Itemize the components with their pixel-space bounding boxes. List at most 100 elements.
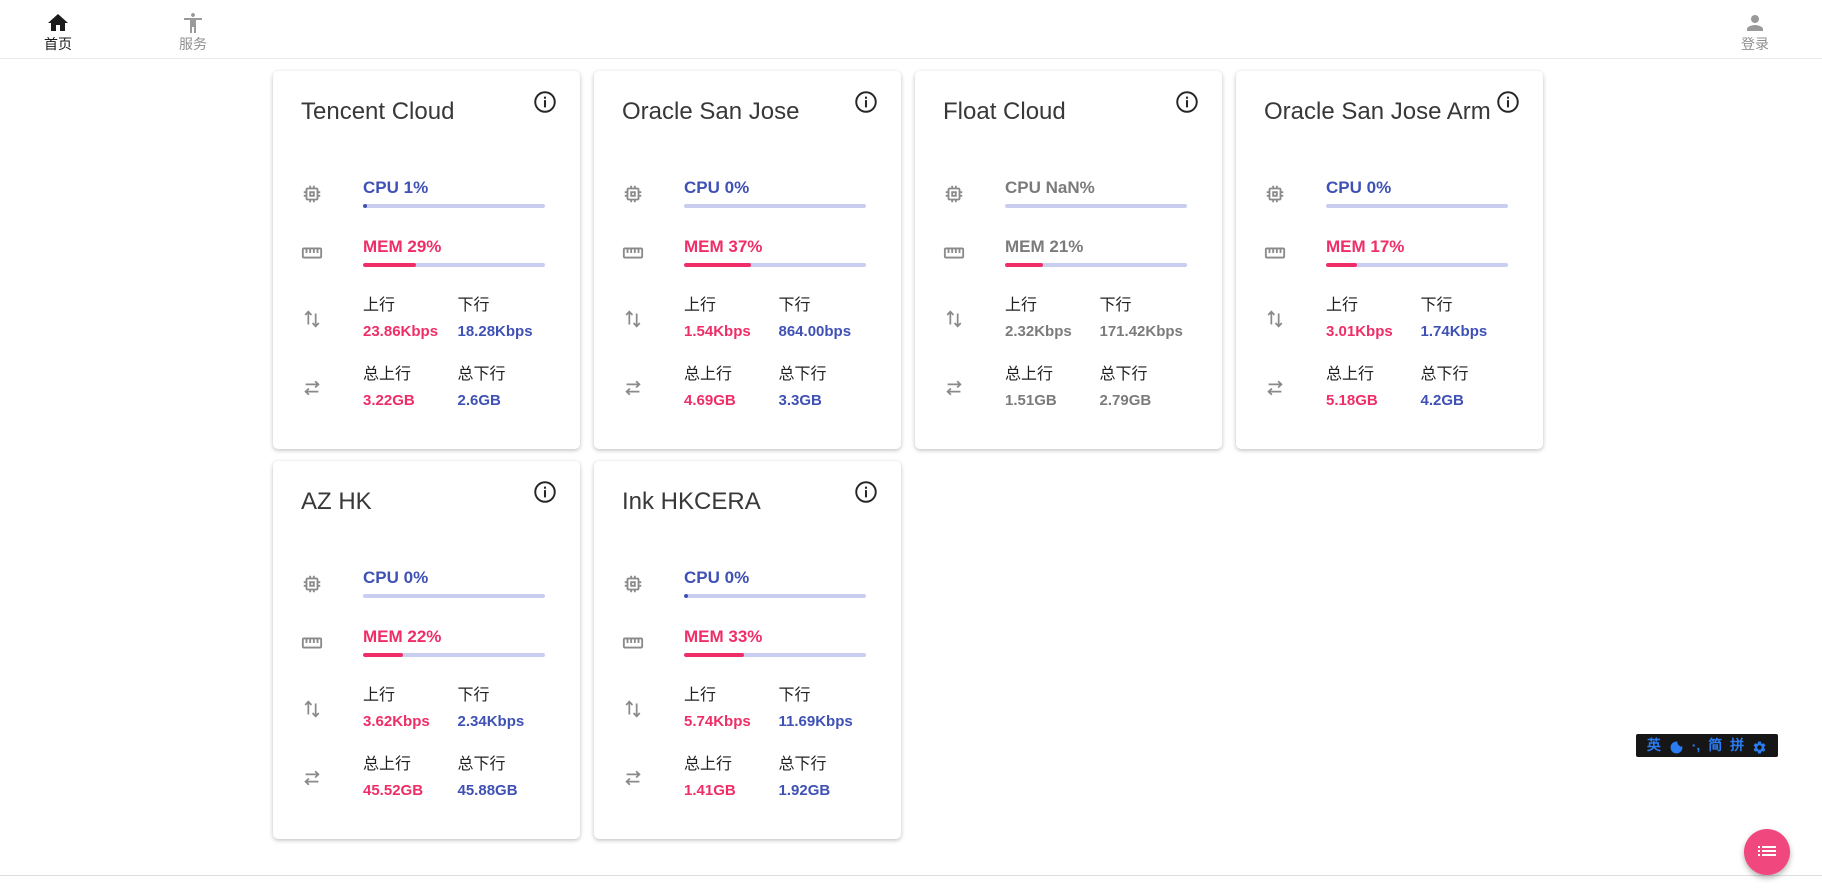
nav-left: 首页 服务	[0, 7, 221, 52]
ime-pinyin-toggle[interactable]: 拼	[1730, 737, 1745, 753]
upload-label: 上行	[684, 297, 717, 314]
total-upload-label: 总上行	[1005, 366, 1054, 383]
nav-tab-login[interactable]: 登录	[1727, 7, 1783, 52]
speed-row: 上行 3.01Kbps 下行 1.74Kbps	[1264, 297, 1515, 340]
nav-tab-services[interactable]: 服务	[165, 7, 221, 52]
person-icon	[1743, 11, 1767, 35]
memory-ruler-icon	[622, 632, 644, 654]
cpu-row: CPU NaN%	[943, 179, 1194, 208]
total-upload-label: 总上行	[1326, 366, 1375, 383]
cpu-progress-bar	[684, 594, 866, 598]
home-icon	[46, 11, 70, 35]
info-icon[interactable]	[1495, 89, 1521, 115]
footer-divider	[0, 875, 1822, 876]
up-down-arrows-icon	[622, 308, 644, 330]
mem-usage-label: MEM 37%	[684, 237, 763, 256]
nav-tab-services-label: 服务	[179, 35, 207, 52]
total-upload-label: 总上行	[363, 756, 412, 773]
server-card: AZ HK CPU 0% MEM 22%	[273, 461, 580, 839]
total-upload-value: 3.22GB	[363, 392, 415, 409]
download-label: 下行	[778, 687, 811, 704]
total-traffic-row: 总上行 45.52GB 总下行 45.88GB	[301, 756, 552, 799]
up-down-arrows-icon	[301, 698, 323, 720]
upload-speed-value: 23.86Kbps	[363, 323, 439, 340]
info-icon[interactable]	[532, 89, 558, 115]
total-upload-value: 5.18GB	[1326, 392, 1378, 409]
nav-right: 登录	[1727, 7, 1822, 52]
upload-label: 上行	[363, 297, 396, 314]
total-download-label: 总下行	[1420, 366, 1469, 383]
server-name: Float Cloud	[943, 98, 1066, 125]
total-upload-value: 45.52GB	[363, 782, 424, 799]
ime-status-bar: 英 ·, 简 拼	[1636, 734, 1778, 757]
info-icon[interactable]	[853, 479, 879, 505]
cpu-progress-bar	[363, 204, 545, 208]
cpu-usage-label: CPU 0%	[684, 568, 750, 587]
server-name: Tencent Cloud	[301, 98, 455, 125]
server-card: Oracle San Jose CPU 0% MEM 37%	[594, 71, 901, 449]
total-upload-label: 总上行	[363, 366, 412, 383]
cpu-chip-icon	[301, 573, 323, 595]
cpu-progress-bar	[1326, 204, 1508, 208]
info-icon[interactable]	[532, 479, 558, 505]
left-right-arrows-icon	[622, 767, 644, 789]
total-traffic-row: 总上行 1.41GB 总下行 1.92GB	[622, 756, 873, 799]
mem-progress-bar	[1005, 263, 1187, 267]
upload-label: 上行	[684, 687, 717, 704]
total-download-value: 2.79GB	[1099, 392, 1152, 409]
total-traffic-row: 总上行 3.22GB 总下行 2.6GB	[301, 366, 552, 409]
upload-label: 上行	[363, 687, 396, 704]
nav-tab-home[interactable]: 首页	[30, 7, 86, 52]
upload-speed-value: 3.01Kbps	[1326, 323, 1393, 340]
memory-ruler-icon	[622, 242, 644, 264]
cpu-row: CPU 0%	[301, 569, 552, 598]
server-card: Oracle San Jose Arm CPU 0% MEM	[1236, 71, 1543, 449]
server-list-fab[interactable]	[1744, 829, 1790, 875]
speed-row: 上行 23.86Kbps 下行 18.28Kbps	[301, 297, 552, 340]
total-download-label: 总下行	[778, 366, 827, 383]
mem-row: MEM 37%	[622, 238, 873, 267]
download-speed-value: 1.74Kbps	[1420, 323, 1488, 340]
total-download-value: 1.92GB	[778, 782, 831, 799]
download-speed-value: 864.00bps	[778, 323, 852, 340]
mem-progress-bar	[363, 653, 545, 657]
ime-punctuation-toggle[interactable]: ·,	[1691, 737, 1701, 753]
memory-ruler-icon	[301, 242, 323, 264]
ime-english-toggle[interactable]: 英	[1646, 737, 1661, 753]
cpu-chip-icon	[301, 183, 323, 205]
ime-simplified-toggle[interactable]: 简	[1708, 737, 1723, 753]
server-name: AZ HK	[301, 488, 372, 515]
cpu-chip-icon	[622, 183, 644, 205]
download-label: 下行	[457, 297, 490, 314]
upload-speed-value: 3.62Kbps	[363, 713, 430, 730]
info-icon[interactable]	[1174, 89, 1200, 115]
upload-speed-value: 2.32Kbps	[1005, 323, 1072, 340]
mem-progress-bar	[684, 653, 866, 657]
memory-ruler-icon	[1264, 242, 1286, 264]
mem-row: MEM 33%	[622, 628, 873, 657]
total-download-value: 4.2GB	[1420, 392, 1464, 409]
left-right-arrows-icon	[1264, 377, 1286, 399]
download-speed-value: 2.34Kbps	[457, 713, 525, 730]
speed-row: 上行 5.74Kbps 下行 11.69Kbps	[622, 687, 873, 730]
total-traffic-row: 总上行 1.51GB 总下行 2.79GB	[943, 366, 1194, 409]
download-speed-value: 171.42Kbps	[1099, 323, 1183, 340]
left-right-arrows-icon	[301, 767, 323, 789]
memory-ruler-icon	[943, 242, 965, 264]
cpu-progress-bar	[684, 204, 866, 208]
cpu-chip-icon	[943, 183, 965, 205]
mem-row: MEM 29%	[301, 238, 552, 267]
moon-icon[interactable]	[1669, 736, 1684, 755]
left-right-arrows-icon	[943, 377, 965, 399]
server-name: Ink HKCERA	[622, 488, 761, 515]
info-icon[interactable]	[853, 89, 879, 115]
mem-progress-bar	[363, 263, 545, 267]
up-down-arrows-icon	[301, 308, 323, 330]
speed-row: 上行 3.62Kbps 下行 2.34Kbps	[301, 687, 552, 730]
mem-usage-label: MEM 33%	[684, 627, 763, 646]
cpu-progress-bar	[1005, 204, 1187, 208]
nav-tab-home-label: 首页	[44, 35, 72, 52]
gear-icon[interactable]	[1752, 736, 1767, 755]
upload-label: 上行	[1005, 297, 1038, 314]
upload-speed-value: 1.54Kbps	[684, 323, 751, 340]
